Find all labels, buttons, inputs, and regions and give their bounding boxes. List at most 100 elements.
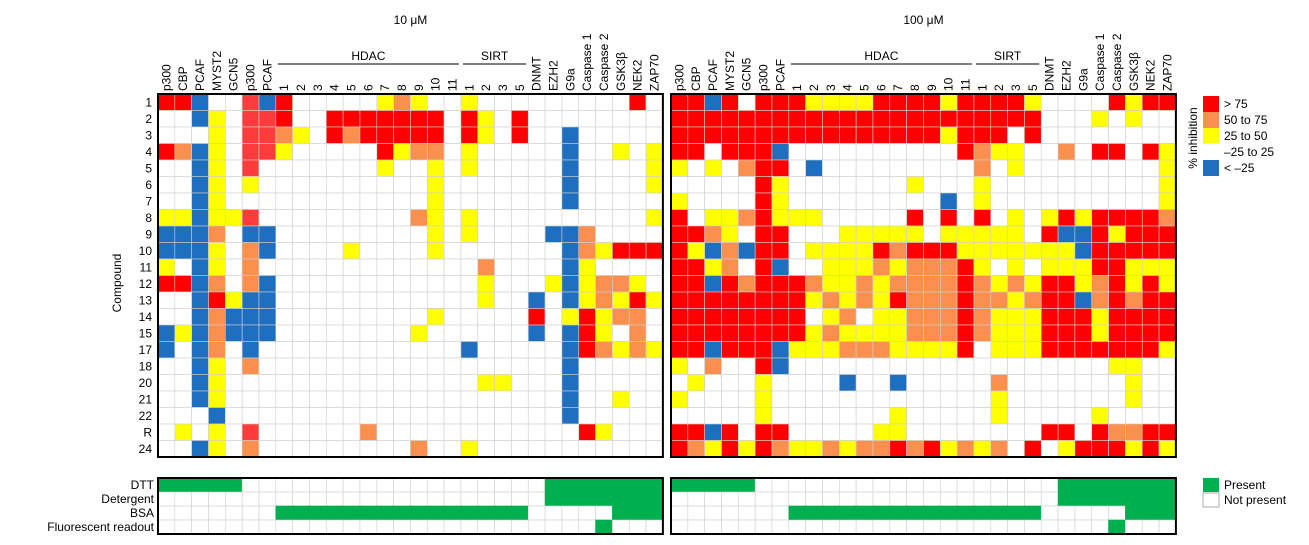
heatmap-cell bbox=[939, 143, 958, 161]
heatmap-cell bbox=[410, 242, 428, 260]
heatmap-cell bbox=[342, 176, 361, 194]
heatmap-cell bbox=[511, 159, 529, 177]
heatmap-cell bbox=[1040, 324, 1059, 342]
condition-cell bbox=[805, 477, 823, 493]
heatmap-cell bbox=[687, 341, 705, 359]
heatmap-cell bbox=[174, 407, 192, 425]
heatmap-cell bbox=[1158, 242, 1177, 260]
heatmap-cell bbox=[1074, 192, 1093, 210]
heatmap-cell bbox=[544, 143, 563, 161]
heatmap-cell bbox=[174, 440, 192, 458]
heatmap-cell bbox=[906, 275, 924, 293]
heatmap-cell bbox=[855, 242, 874, 260]
heatmap-cell bbox=[1007, 291, 1025, 309]
heatmap-cell bbox=[704, 242, 722, 260]
condition-cell bbox=[561, 505, 580, 521]
heatmap-cell bbox=[460, 225, 479, 243]
condition-cell bbox=[241, 519, 260, 535]
condition-label: BSA bbox=[130, 506, 154, 520]
heatmap-cell bbox=[174, 126, 192, 144]
heatmap-cell bbox=[595, 258, 613, 276]
heatmap-cell bbox=[443, 143, 462, 161]
heatmap-cell bbox=[990, 93, 1008, 111]
heatmap-cell bbox=[923, 440, 941, 458]
heatmap-cell bbox=[1024, 159, 1042, 177]
heatmap-cell bbox=[838, 258, 857, 276]
heatmap-cell bbox=[1007, 110, 1025, 128]
heatmap-cell bbox=[906, 324, 924, 342]
heatmap-cell bbox=[855, 225, 874, 243]
heatmap-cell bbox=[544, 275, 563, 293]
heatmap-cell bbox=[275, 176, 293, 194]
heatmap-cell bbox=[578, 176, 596, 194]
heatmap-cell bbox=[704, 291, 722, 309]
heatmap-cell bbox=[191, 407, 209, 425]
condition-cell bbox=[973, 505, 992, 521]
heatmap-cell bbox=[477, 440, 495, 458]
heatmap-cell bbox=[973, 225, 992, 243]
condition-cell bbox=[1040, 477, 1059, 493]
heatmap-cell bbox=[771, 275, 790, 293]
condition-cell bbox=[174, 505, 192, 521]
column-label: 10 bbox=[429, 77, 443, 91]
heatmap-cell bbox=[838, 225, 857, 243]
heatmap-cell bbox=[670, 357, 689, 375]
heatmap-cell bbox=[923, 423, 941, 441]
heatmap-cell bbox=[1141, 225, 1160, 243]
heatmap-cell bbox=[754, 308, 773, 326]
heatmap-cell bbox=[1125, 374, 1143, 392]
heatmap-cell bbox=[191, 324, 209, 342]
heatmap-cell bbox=[460, 176, 479, 194]
heatmap-cell bbox=[906, 258, 924, 276]
heatmap-cell bbox=[309, 159, 327, 177]
heatmap-cell bbox=[1007, 308, 1025, 326]
heatmap-cell bbox=[906, 374, 924, 392]
heatmap-cell bbox=[628, 308, 647, 326]
heatmap-cell bbox=[923, 308, 941, 326]
condition-cell bbox=[292, 519, 310, 535]
condition-cell bbox=[191, 477, 209, 493]
heatmap-cell bbox=[771, 390, 790, 408]
heatmap-cell bbox=[359, 126, 378, 144]
heatmap-cell bbox=[872, 225, 891, 243]
condition-cell bbox=[973, 477, 992, 493]
heatmap-cell bbox=[1007, 159, 1025, 177]
heatmap-cell bbox=[687, 291, 705, 309]
heatmap-cell bbox=[628, 440, 647, 458]
heatmap-cell bbox=[612, 159, 630, 177]
heatmap-cell bbox=[225, 324, 243, 342]
heatmap-cell bbox=[872, 176, 891, 194]
heatmap-cell bbox=[923, 225, 941, 243]
panel-title: 10 μM bbox=[394, 13, 428, 27]
heatmap-cell bbox=[342, 291, 361, 309]
heatmap-cell bbox=[393, 143, 411, 161]
heatmap-cell bbox=[687, 159, 705, 177]
heatmap-cell bbox=[157, 374, 176, 392]
heatmap-cell bbox=[956, 176, 975, 194]
heatmap-cell bbox=[494, 423, 512, 441]
heatmap-cell bbox=[174, 258, 192, 276]
heatmap-cell bbox=[342, 357, 361, 375]
heatmap-cell bbox=[494, 374, 512, 392]
heatmap-cell bbox=[477, 176, 495, 194]
condition-cell bbox=[670, 491, 689, 507]
heatmap-cell bbox=[258, 93, 277, 111]
heatmap-cell bbox=[1141, 242, 1160, 260]
heatmap-cell bbox=[359, 440, 378, 458]
condition-cell bbox=[460, 477, 479, 493]
column-label: 11 bbox=[446, 78, 460, 91]
heatmap-cell bbox=[174, 390, 192, 408]
condition-cell bbox=[561, 519, 580, 535]
condition-cell bbox=[872, 519, 891, 535]
heatmap-cell bbox=[645, 258, 664, 276]
condition-cell bbox=[174, 477, 192, 493]
heatmap-cell bbox=[738, 225, 756, 243]
heatmap-cell bbox=[460, 374, 479, 392]
heatmap-cell bbox=[1007, 341, 1025, 359]
heatmap-cell bbox=[208, 275, 226, 293]
heatmap-cell bbox=[376, 209, 394, 227]
heatmap-cell bbox=[410, 126, 428, 144]
heatmap-cell bbox=[544, 110, 563, 128]
